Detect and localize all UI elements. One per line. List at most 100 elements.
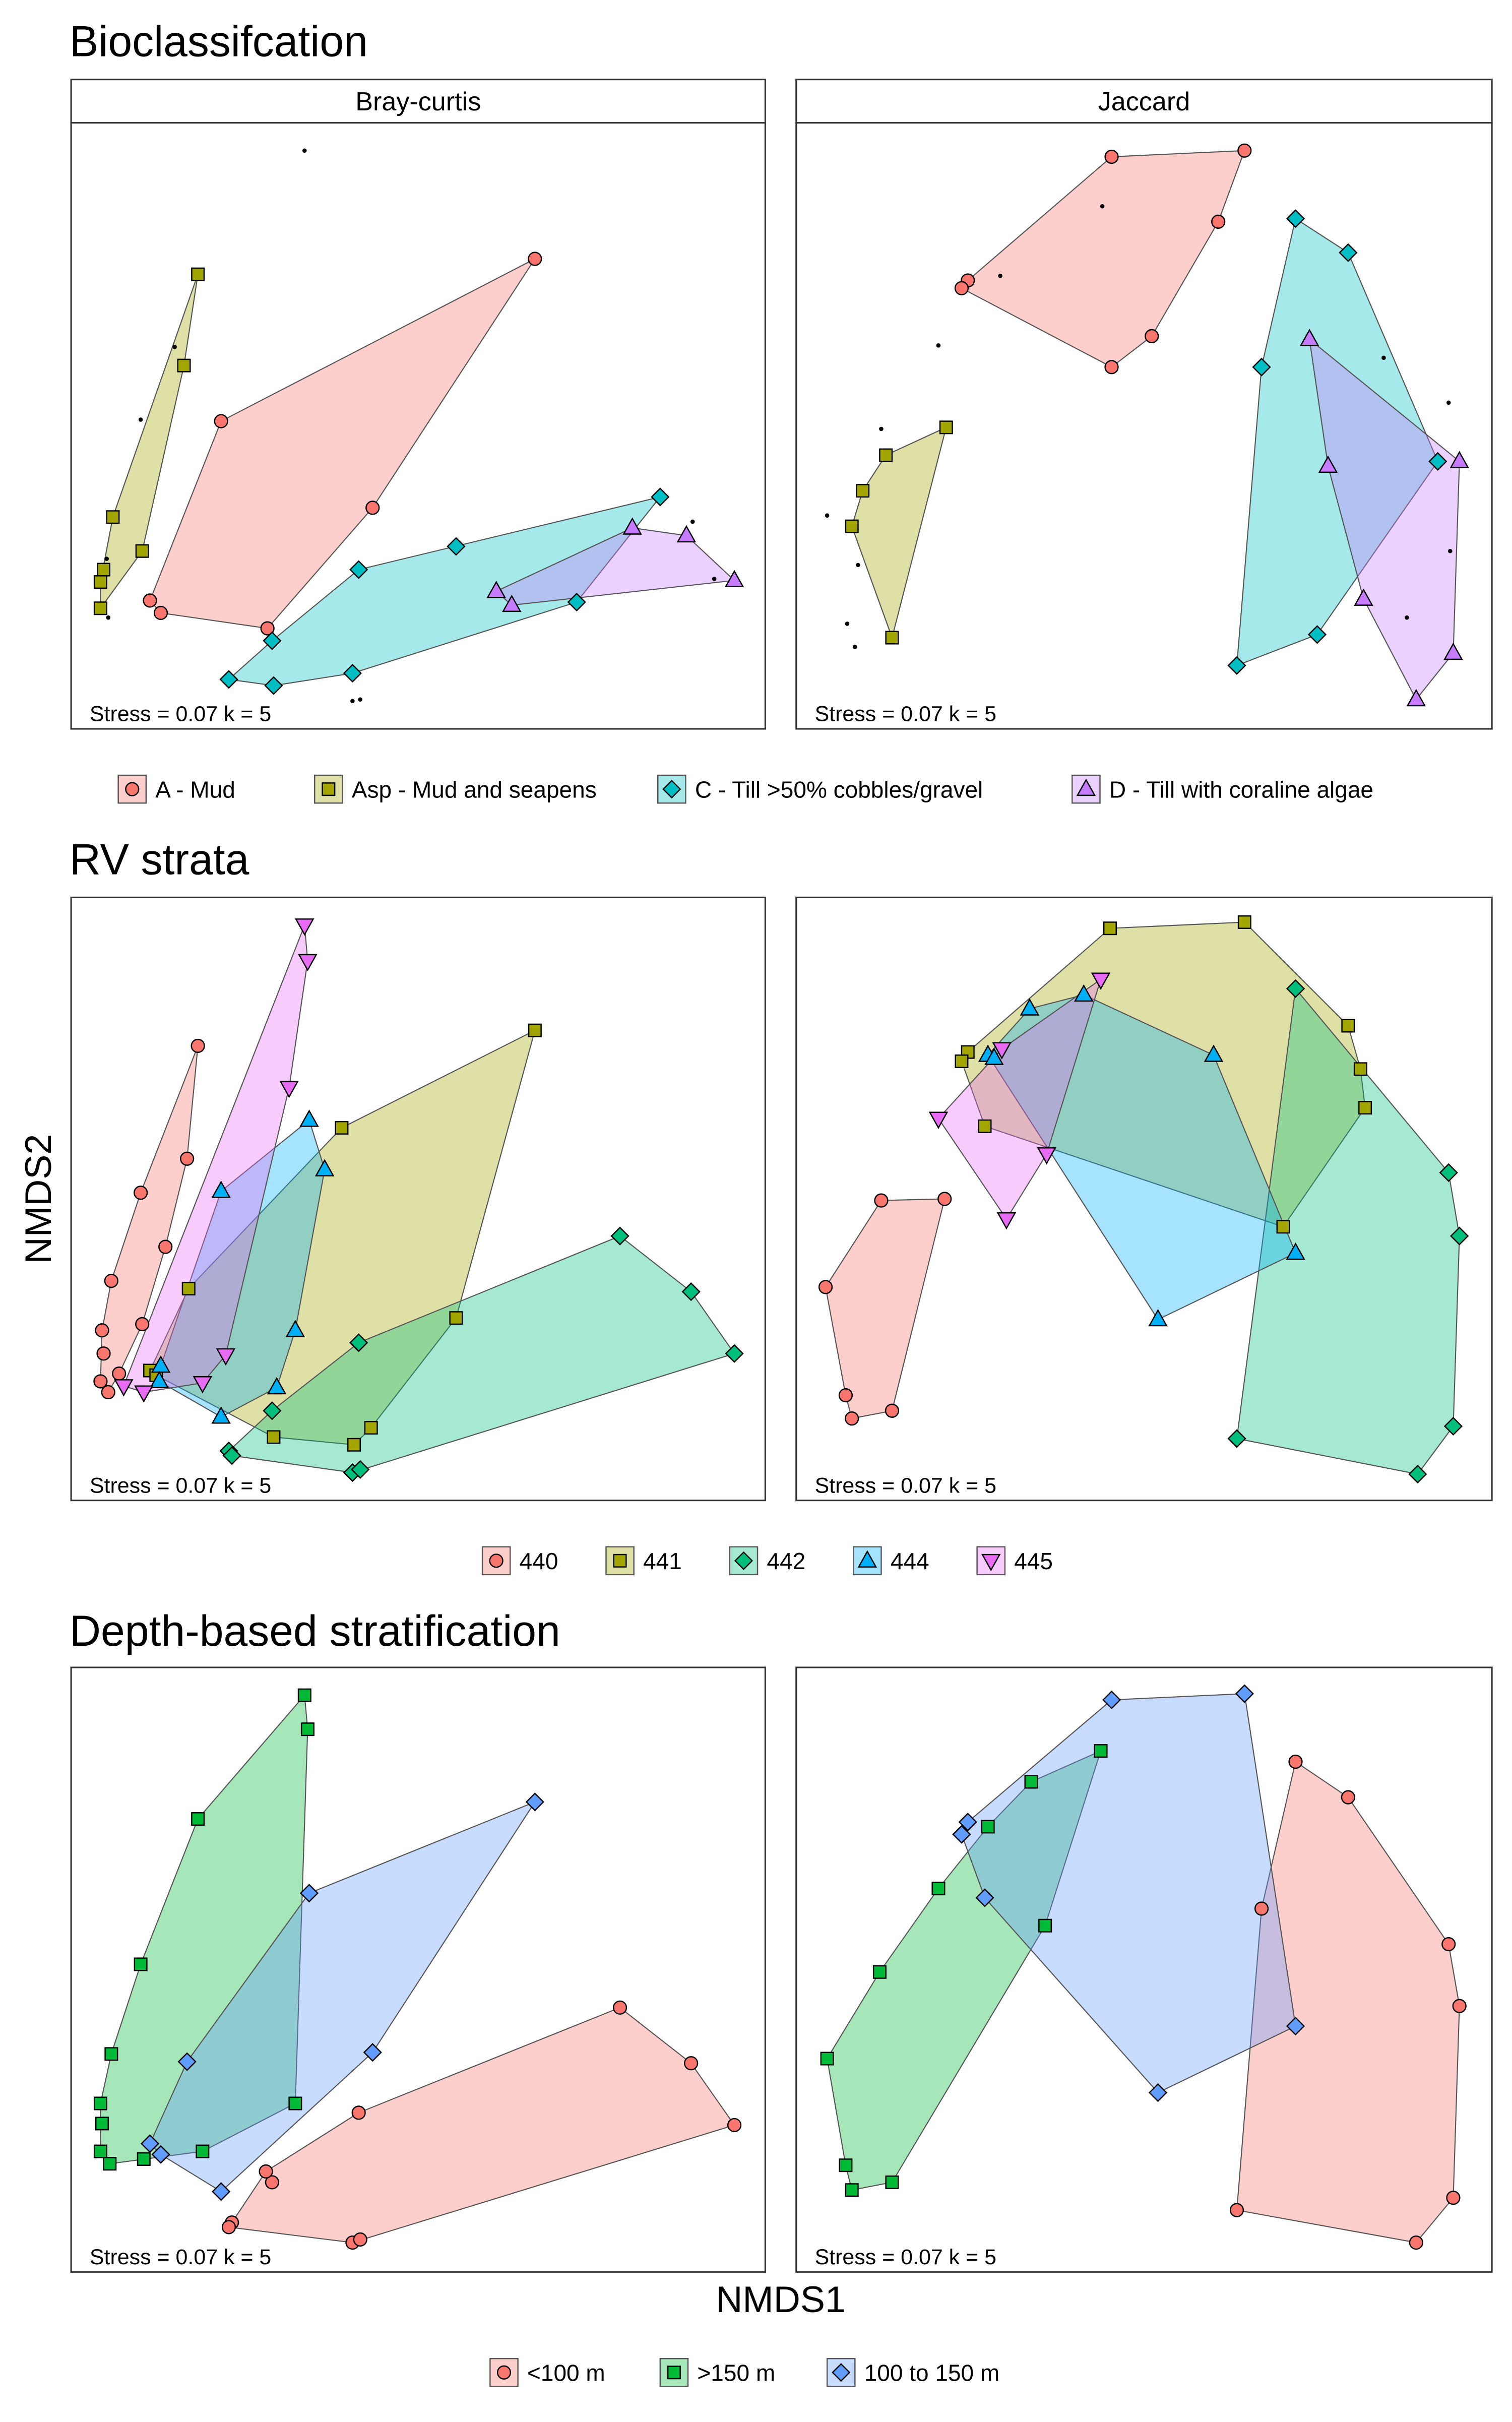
panel-2: Stress = 0.07 k = 5 — [795, 896, 1493, 1502]
data-point — [1104, 149, 1119, 164]
data-point — [1406, 689, 1426, 707]
data-point — [363, 2043, 382, 2062]
data-point — [221, 2220, 236, 2234]
data-point — [134, 1385, 154, 1403]
data-point — [1276, 1220, 1290, 1234]
data-point — [298, 954, 318, 972]
data-point — [1038, 1918, 1052, 1933]
data-point — [727, 2118, 742, 2133]
data-point — [134, 1957, 148, 1971]
legend-marker — [857, 1550, 877, 1568]
species-dot — [302, 148, 307, 153]
data-point — [622, 517, 642, 535]
data-point — [140, 2134, 160, 2153]
data-point — [885, 1403, 900, 1418]
data-point — [135, 544, 149, 558]
panel-1: Stress = 0.07 k = 5 — [70, 896, 766, 1502]
data-point — [365, 501, 380, 515]
data-point — [955, 1054, 969, 1069]
data-point — [1091, 972, 1111, 990]
data-point — [349, 1333, 368, 1352]
data-point — [314, 1159, 335, 1176]
species-dot — [1405, 615, 1409, 620]
data-point — [1452, 1999, 1467, 2013]
data-point — [158, 1239, 173, 1254]
data-point — [1286, 1242, 1305, 1260]
data-point — [191, 267, 205, 281]
species-dot — [350, 699, 355, 704]
data-point — [196, 2144, 210, 2158]
data-point — [1148, 1309, 1168, 1327]
data-point — [502, 594, 522, 612]
data-point — [1229, 2203, 1244, 2217]
data-point — [1443, 1416, 1463, 1436]
data-point — [211, 1181, 231, 1198]
chart-3: Depth-based stratification Stress = 0.07 … — [70, 1607, 1493, 2387]
panel-2: Stress = 0.07 k = 5 — [795, 1666, 1493, 2273]
data-point — [486, 581, 506, 598]
legend-key — [489, 2357, 519, 2387]
data-point — [1104, 360, 1119, 375]
data-point — [845, 1411, 859, 1426]
hull-1 — [961, 150, 1245, 368]
panel-frame — [795, 1666, 1493, 2273]
data-point — [279, 1081, 299, 1098]
species-dot — [825, 513, 830, 518]
data-point — [143, 593, 157, 608]
stress-label: Stress = 0.07 k = 5 — [90, 2245, 271, 2269]
data-point — [954, 281, 969, 295]
data-point — [651, 487, 670, 507]
legend-label: D - Till with coraline algae — [1109, 777, 1373, 803]
strip-box — [70, 79, 766, 124]
data-point — [1286, 209, 1305, 228]
species-dot — [1381, 355, 1386, 360]
data-point — [93, 575, 107, 589]
data-point — [353, 2232, 367, 2247]
data-point — [153, 605, 168, 620]
legend-label: A - Mud — [155, 777, 235, 803]
panel-2: Jaccard Stress = 0.07 k = 5 — [795, 79, 1493, 730]
data-point — [1353, 1062, 1367, 1076]
legend-key — [976, 1546, 1006, 1576]
data-point — [1441, 1937, 1456, 1952]
data-point — [104, 1273, 118, 1288]
data-point — [975, 1888, 994, 1907]
data-point — [103, 2157, 117, 2171]
legend-label: C - Till >50% cobbles/gravel — [695, 777, 983, 803]
data-point — [343, 663, 362, 683]
data-point — [449, 1311, 463, 1325]
species-dot — [1448, 548, 1453, 553]
legend-label: Asp - Mud and seapens — [352, 777, 597, 803]
data-point — [1103, 921, 1117, 936]
data-point — [978, 1119, 992, 1133]
data-point — [1237, 915, 1251, 929]
data-point — [1299, 329, 1319, 346]
legend-label: >150 m — [697, 2360, 775, 2386]
data-point — [1148, 2083, 1168, 2102]
data-point — [114, 1379, 134, 1397]
data-point — [260, 621, 275, 636]
data-point — [219, 670, 238, 689]
species-dot — [856, 563, 860, 568]
data-point — [525, 1792, 544, 1812]
legend: A - Mud Asp - Mud and seapens C - Till >50… — [117, 774, 1373, 804]
data-point — [151, 2145, 170, 2164]
y-axis-label: NMDS2 — [17, 1134, 59, 1264]
data-point — [299, 1884, 319, 1903]
legend-key — [481, 1546, 511, 1576]
legend-label: 442 — [767, 1548, 805, 1574]
chart-title: RV strata — [70, 835, 249, 884]
chart-2: RV strata Stress = 0.07 k = 5 Stress = 0.0… — [70, 835, 1493, 1576]
hull-3 — [961, 1693, 1296, 2093]
stress-label: Stress = 0.07 k = 5 — [815, 1473, 996, 1498]
data-point — [528, 252, 542, 266]
data-point — [295, 918, 314, 936]
panel-frame — [70, 896, 766, 1502]
data-point — [149, 1371, 169, 1388]
data-point — [222, 1446, 241, 1465]
data-point — [95, 1323, 109, 1338]
legend-marker — [981, 1554, 1001, 1572]
data-point — [97, 563, 111, 577]
data-point — [1286, 979, 1305, 998]
